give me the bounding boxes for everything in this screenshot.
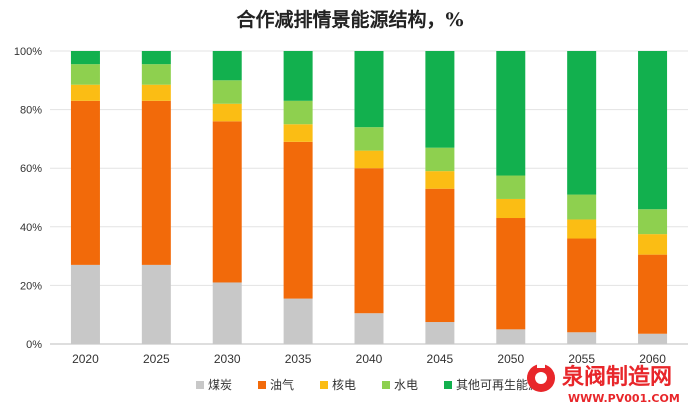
watermark-url: WWW.PV001.COM — [568, 392, 680, 405]
bar-segment — [354, 313, 384, 344]
x-tick-label: 2025 — [143, 352, 170, 366]
legend-label: 核电 — [332, 378, 356, 392]
bars — [70, 51, 668, 344]
legend-swatch — [382, 381, 390, 389]
bar-segment — [638, 254, 668, 334]
x-tick-label: 2030 — [214, 352, 241, 366]
legend-swatch — [320, 381, 328, 389]
y-axis: 0% 20% 40% 60% 80% 100% — [14, 46, 42, 351]
x-tick-label: 2040 — [356, 352, 383, 366]
watermark-logo-notch — [537, 362, 545, 368]
bar-segment — [283, 100, 313, 125]
bar-segment — [212, 103, 242, 122]
bar-segment — [496, 329, 526, 344]
bar-segment — [354, 51, 384, 128]
bar-segment — [283, 51, 313, 101]
watermark: 泉阀制造网 WWW.PV001.COM — [527, 362, 680, 405]
y-tick-label: 60% — [20, 163, 42, 175]
legend-label: 煤炭 — [208, 378, 232, 392]
bar-segment — [354, 127, 384, 151]
bar-segment — [425, 51, 455, 148]
y-tick-label: 100% — [14, 46, 42, 58]
bar-segment — [567, 332, 597, 344]
legend: 煤炭 油气 核电 水电 其他可再生能源 — [196, 377, 540, 392]
bar-segment — [496, 218, 526, 330]
bar-segment — [496, 51, 526, 176]
bar-segment — [70, 84, 100, 101]
bar-segment — [212, 80, 242, 104]
legend-label: 其他可再生能源 — [456, 378, 540, 392]
bar-segment — [212, 282, 242, 344]
bar-segment — [425, 147, 455, 172]
x-tick-label: 2020 — [72, 352, 99, 366]
bar-segment — [425, 188, 455, 323]
watermark-logo-inner — [535, 372, 547, 384]
bar-segment — [141, 264, 171, 344]
x-axis: 2020 2025 2030 2035 2040 2045 2050 2055 2060 — [72, 352, 666, 366]
bar-segment — [567, 219, 597, 239]
bar-segment — [425, 322, 455, 344]
bar-segment — [141, 84, 171, 101]
legend-label: 水电 — [394, 378, 418, 392]
bar-segment — [212, 121, 242, 283]
y-tick-label: 20% — [20, 280, 42, 292]
chart-title: 合作减排情景能源结构，% — [236, 8, 463, 31]
bar-segment — [567, 238, 597, 333]
legend-label: 油气 — [270, 377, 294, 392]
watermark-text: 泉阀制造网 — [562, 364, 672, 390]
bar-segment — [141, 51, 171, 65]
legend-swatch — [196, 381, 204, 389]
bar-segment — [638, 333, 668, 344]
x-tick-label: 2050 — [497, 352, 524, 366]
bar-segment — [638, 51, 668, 210]
y-tick-label: 0% — [26, 339, 42, 351]
bar-segment — [70, 51, 100, 65]
x-tick-label: 2045 — [427, 352, 454, 366]
bar-segment — [70, 64, 100, 85]
bar-segment — [70, 264, 100, 344]
x-tick-label: 2055 — [568, 352, 595, 366]
y-tick-label: 40% — [20, 222, 42, 234]
x-tick-label: 2060 — [639, 352, 666, 366]
bar-segment — [141, 64, 171, 85]
bar-segment — [141, 100, 171, 265]
bar-segment — [425, 171, 455, 189]
y-tick-label: 80% — [20, 105, 42, 117]
x-tick-label: 2035 — [285, 352, 312, 366]
bar-segment — [354, 150, 384, 169]
bar-segment — [638, 209, 668, 235]
bar-segment — [496, 175, 526, 199]
bar-segment — [283, 124, 313, 142]
bar-segment — [283, 141, 313, 299]
bar-segment — [354, 168, 384, 314]
bar-segment — [567, 194, 597, 220]
bar-segment — [212, 51, 242, 81]
bar-segment — [70, 100, 100, 265]
bar-segment — [638, 234, 668, 255]
legend-swatch — [444, 381, 452, 389]
bar-segment — [283, 298, 313, 344]
bar-segment — [496, 198, 526, 219]
legend-swatch — [258, 381, 266, 389]
bar-segment — [567, 51, 597, 195]
